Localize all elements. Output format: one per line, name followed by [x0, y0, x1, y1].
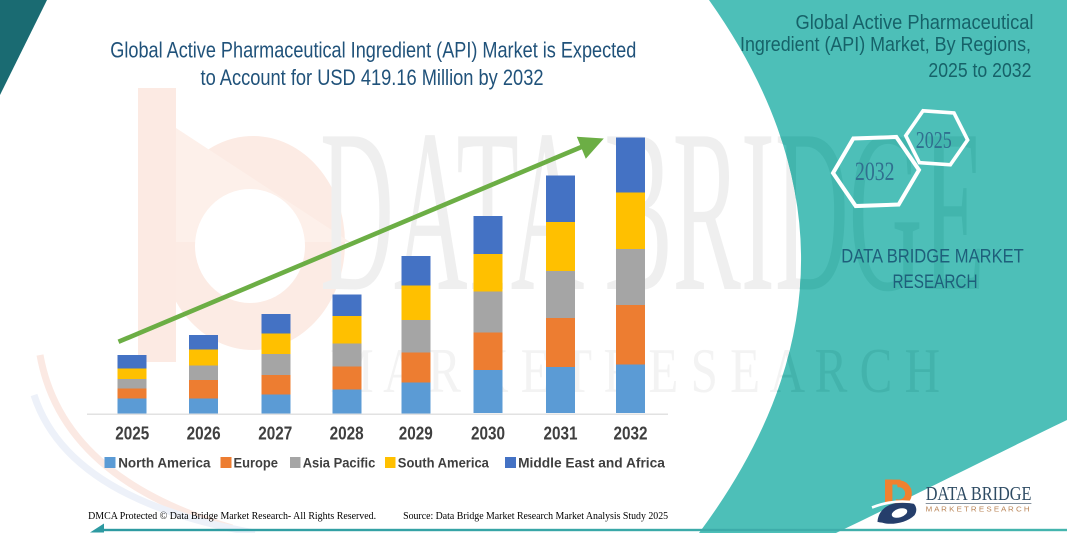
- svg-text:Middle East and Africa: Middle East and Africa: [518, 456, 665, 471]
- svg-text:Source: Data Bridge Market Res: Source: Data Bridge Market Research Mark…: [403, 511, 668, 522]
- svg-text:to Account for USD 419.16 Mill: to Account for USD 419.16 Million by 203…: [201, 65, 544, 90]
- svg-text:Ingredient (API) Market, By Re: Ingredient (API) Market, By Regions,: [740, 34, 1031, 56]
- svg-text:Global Active Pharmaceutical I: Global Active Pharmaceutical Ingredient …: [110, 38, 636, 63]
- svg-text:Asia Pacific: Asia Pacific: [303, 456, 376, 471]
- svg-text:2025: 2025: [115, 424, 149, 444]
- svg-text:2025: 2025: [916, 127, 952, 154]
- svg-text:Europe: Europe: [234, 456, 279, 471]
- svg-text:RESEARCH: RESEARCH: [893, 272, 978, 293]
- svg-text:2031: 2031: [544, 424, 578, 444]
- svg-text:2026: 2026: [187, 424, 221, 444]
- svg-text:2029: 2029: [399, 424, 433, 444]
- svg-text:2032: 2032: [614, 424, 648, 444]
- svg-text:DMCA Protected © Data Bridge M: DMCA Protected © Data Bridge Market Rese…: [88, 511, 376, 522]
- svg-text:North America: North America: [118, 456, 211, 471]
- svg-text:M A R K E T R E S E A R C H: M A R K E T R E S E A R C H: [926, 507, 1030, 514]
- svg-text:2032: 2032: [855, 157, 895, 186]
- svg-text:South America: South America: [398, 456, 490, 471]
- svg-text:2030: 2030: [471, 424, 505, 444]
- svg-text:Global Active Pharmaceutical: Global Active Pharmaceutical: [796, 12, 1034, 34]
- svg-text:DATA BRIDGE: DATA BRIDGE: [926, 483, 1032, 505]
- svg-text:DATA BRIDGE MARKET: DATA BRIDGE MARKET: [841, 247, 1024, 268]
- svg-text:2027: 2027: [258, 424, 292, 444]
- svg-text:2028: 2028: [330, 424, 364, 444]
- svg-text:2025 to 2032: 2025 to 2032: [928, 60, 1031, 82]
